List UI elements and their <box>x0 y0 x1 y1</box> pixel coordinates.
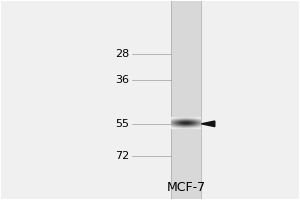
Text: 72: 72 <box>115 151 129 161</box>
Text: 36: 36 <box>115 75 129 85</box>
Polygon shape <box>201 121 215 127</box>
Text: MCF-7: MCF-7 <box>166 181 206 194</box>
Text: 28: 28 <box>115 49 129 59</box>
Bar <box>171 1 201 199</box>
Text: 55: 55 <box>115 119 129 129</box>
